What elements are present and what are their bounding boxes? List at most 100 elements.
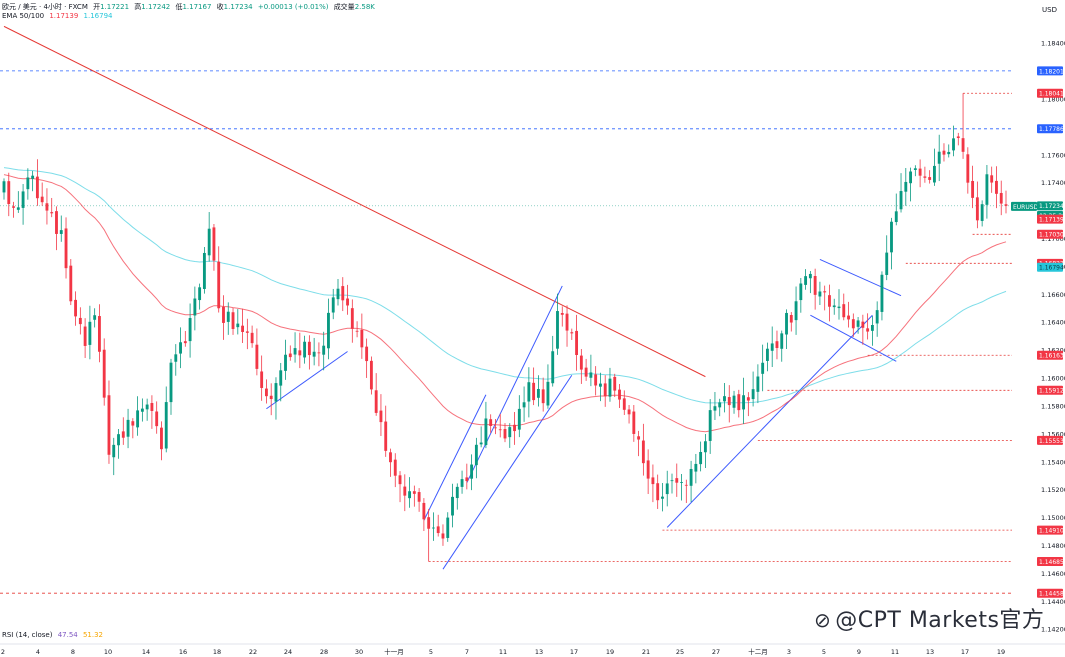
- price-tag-label: 1.17786: [1039, 126, 1064, 133]
- candle-body: [441, 533, 445, 539]
- time-tick-label: 16: [179, 648, 187, 656]
- price-tag: 1.18041: [1037, 88, 1064, 98]
- candle-body: [670, 480, 674, 482]
- price-tag: 1.18201: [1037, 66, 1064, 76]
- candle: [431, 512, 435, 541]
- time-tick-label: 18: [213, 648, 221, 656]
- price-tag-bg: [1037, 214, 1063, 224]
- candle: [126, 408, 130, 449]
- symbol-line: 欧元 / 美元 · 4小时 · FXCM: [2, 3, 88, 11]
- candle: [408, 477, 412, 508]
- candle: [40, 182, 44, 206]
- trendline: [810, 314, 897, 362]
- currency-label: USD: [1042, 6, 1057, 14]
- candle: [222, 295, 225, 340]
- candle: [918, 159, 922, 188]
- candle-body: [570, 332, 574, 334]
- candle: [541, 377, 545, 412]
- time-tick-label: 25: [676, 648, 684, 656]
- rsi-legend[interactable]: RSI (14, close) 47.54 51.32: [2, 631, 106, 639]
- candle: [770, 326, 774, 368]
- candle: [121, 417, 125, 445]
- candle: [713, 391, 717, 420]
- trendline: [819, 258, 902, 297]
- candle: [369, 356, 373, 395]
- symbol-tag: EURUSD: [1011, 201, 1039, 211]
- candle: [956, 132, 960, 146]
- candle: [317, 342, 321, 367]
- candle: [551, 335, 555, 387]
- trendline: [666, 314, 873, 528]
- candle: [322, 331, 326, 371]
- candle-body: [346, 298, 349, 306]
- candle-body: [923, 176, 927, 178]
- candle-body: [551, 351, 555, 384]
- price-tick-label: 1.15400: [1041, 458, 1065, 466]
- candle: [966, 147, 970, 194]
- candle: [231, 308, 235, 335]
- price-tick-label: 1.17000: [1041, 235, 1065, 243]
- candle: [336, 278, 340, 306]
- time-tick-label: 4: [36, 648, 40, 656]
- candle-body: [298, 350, 302, 356]
- candle: [899, 173, 903, 213]
- candle: [990, 166, 994, 193]
- candle: [50, 197, 54, 218]
- candle-body: [21, 191, 25, 208]
- candle-body: [961, 138, 965, 152]
- candle: [718, 398, 722, 417]
- candle: [74, 291, 78, 326]
- candle-body: [484, 418, 488, 446]
- candle-body: [417, 492, 421, 502]
- candle-body: [971, 180, 975, 198]
- candle-body: [427, 517, 431, 529]
- candle-body: [360, 329, 364, 348]
- price-tag-bg: [1037, 262, 1063, 272]
- candle: [646, 449, 650, 495]
- candle-body: [231, 312, 235, 329]
- price-tick-label: 1.15000: [1041, 514, 1065, 522]
- candle-body: [942, 150, 946, 155]
- candle: [150, 395, 154, 429]
- candle-body: [761, 362, 765, 374]
- candle-body: [260, 371, 264, 388]
- candle: [665, 470, 669, 507]
- price-tag-bg: [1037, 66, 1063, 76]
- price-tag-bg: [1037, 435, 1063, 445]
- candle: [670, 473, 674, 494]
- candle-body: [613, 376, 617, 391]
- candle: [155, 401, 159, 434]
- candle-body: [7, 181, 11, 205]
- candle-body: [818, 291, 822, 297]
- candle: [160, 421, 163, 461]
- ema-legend[interactable]: EMA 50/100 1.17139 1.16794: [2, 12, 115, 20]
- candle: [513, 411, 516, 445]
- candle-body: [317, 352, 321, 354]
- price-tag-label: 1.14685: [1039, 559, 1064, 566]
- candle: [346, 284, 349, 315]
- candle: [21, 184, 25, 225]
- candle: [169, 358, 173, 415]
- candle: [890, 217, 893, 270]
- candle-body: [775, 341, 779, 349]
- time-tick-label: 17: [961, 648, 969, 656]
- candle: [837, 289, 841, 320]
- candle-body: [288, 353, 292, 358]
- candle: [627, 405, 631, 424]
- candle-body: [756, 376, 760, 392]
- candle: [708, 399, 712, 454]
- price-tag-label: 1.14910: [1039, 528, 1064, 535]
- candle-body: [804, 276, 808, 285]
- rsi-value: 47.54: [57, 631, 78, 639]
- candle: [756, 364, 760, 404]
- candle-body: [322, 345, 326, 355]
- candle: [594, 366, 598, 396]
- candle-body: [594, 374, 598, 386]
- candle: [112, 437, 116, 476]
- candle-body: [303, 341, 307, 358]
- time-tick-label: 2: [1, 648, 5, 656]
- candle-body: [589, 372, 593, 378]
- candle-body: [952, 138, 955, 151]
- candle: [556, 293, 559, 355]
